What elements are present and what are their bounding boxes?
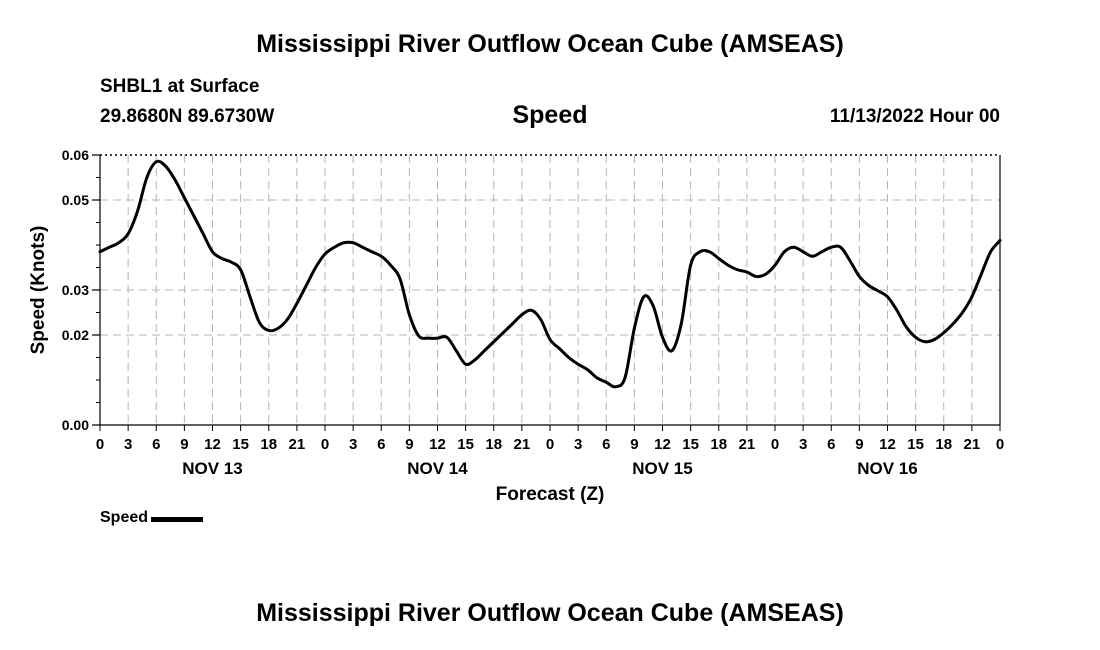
x-tick-label: 0 xyxy=(321,436,329,453)
x-tick-label: 9 xyxy=(855,436,863,453)
x-tick-label: 15 xyxy=(682,436,699,453)
station-label: SHBL1 at Surface xyxy=(100,76,260,97)
y-tick-label: 0.06 xyxy=(62,147,89,163)
x-tick-label: 0 xyxy=(546,436,554,453)
x-tick-label: 21 xyxy=(739,436,756,453)
y-tick-label: 0.05 xyxy=(62,192,89,208)
date-label: NOV 16 xyxy=(857,459,917,478)
date-label: NOV 14 xyxy=(407,459,468,478)
y-tick-label: 0.00 xyxy=(62,417,89,433)
y-tick-label: 0.02 xyxy=(62,327,89,343)
date-label: NOV 15 xyxy=(632,459,692,478)
forecast-datetime-label: 11/13/2022 Hour 00 xyxy=(829,106,1000,127)
speed-series-line xyxy=(98,159,1002,389)
x-tick-label: 9 xyxy=(180,436,188,453)
legend-swatch xyxy=(151,517,204,522)
x-tick-label: 12 xyxy=(879,436,896,453)
x-axis-label: Forecast (Z) xyxy=(496,484,605,505)
x-tick-label: 12 xyxy=(204,436,221,453)
x-tick-label: 3 xyxy=(124,436,132,453)
x-tick-label: 18 xyxy=(935,436,952,453)
x-tick-label: 6 xyxy=(602,436,610,453)
x-tick-label: 21 xyxy=(289,436,306,453)
x-tick-label: 3 xyxy=(349,436,357,453)
x-tick-label: 15 xyxy=(232,436,249,453)
x-tick-label: 18 xyxy=(485,436,502,453)
x-tick-label: 15 xyxy=(457,436,474,453)
x-tick-label: 18 xyxy=(260,436,277,453)
x-tick-label: 15 xyxy=(907,436,924,453)
x-tick-label: 9 xyxy=(405,436,413,453)
x-tick-label: 9 xyxy=(630,436,638,453)
grid xyxy=(100,155,1000,425)
date-label: NOV 13 xyxy=(182,459,242,478)
legend-label: Speed xyxy=(100,509,149,526)
x-tick-label: 12 xyxy=(429,436,446,453)
axes: 0.00 0.02 0.03 0.05 0.06 0 3 6 9 12 15 18 21 0 3 6 9 12 15… xyxy=(62,147,1004,478)
x-tick-label: 21 xyxy=(514,436,531,453)
x-tick-label: 0 xyxy=(771,436,779,453)
chart-subtitle: Speed xyxy=(512,101,588,129)
x-tick-label: 0 xyxy=(996,436,1004,453)
x-tick-label: 21 xyxy=(964,436,981,453)
x-tick-label: 6 xyxy=(152,436,160,453)
footer-title: Mississippi River Outflow Ocean Cube (AM… xyxy=(256,599,844,627)
x-tick-label: 0 xyxy=(96,436,104,453)
series-layer xyxy=(98,159,1002,389)
y-axis-label: Speed (Knots) xyxy=(28,226,49,355)
x-tick-label: 6 xyxy=(377,436,385,453)
x-tick-label: 3 xyxy=(574,436,582,453)
chart-main-title: Mississippi River Outflow Ocean Cube (AM… xyxy=(256,30,844,58)
legend: Speed xyxy=(100,509,204,527)
coordinates-label: 29.8680N 89.6730W xyxy=(100,106,275,127)
y-tick-label: 0.03 xyxy=(62,282,89,298)
x-tick-label: 3 xyxy=(799,436,807,453)
x-tick-label: 18 xyxy=(710,436,727,453)
x-tick-label: 6 xyxy=(827,436,835,453)
x-tick-label: 12 xyxy=(654,436,671,453)
